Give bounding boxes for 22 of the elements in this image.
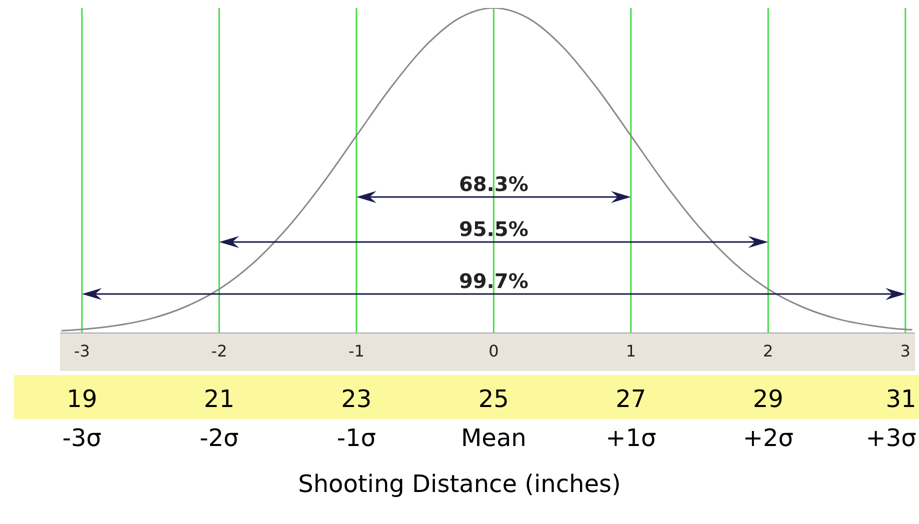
x-axis-title: Shooting Distance (inches) [297,470,622,498]
x2-tick-label: 31 [886,385,916,413]
x-tick-label: 0 [488,341,499,360]
x2-tick-label: 19 [66,385,98,413]
x-tick-label: 1 [626,341,636,360]
x-tick-label: -1 [348,341,364,360]
x2-tick-label: 27 [616,385,646,413]
text: +1σ [606,424,656,452]
text: +3σ [866,424,916,452]
text: -2σ [200,424,239,452]
text: -3σ [62,424,102,452]
x2-tick-label: 23 [341,385,372,413]
x-tick-label: 2 [763,341,774,360]
text: -1σ [336,424,376,452]
x-tick-label: -3 [74,341,90,360]
text: +2σ [742,424,794,452]
x2-tick-label: 29 [752,385,784,413]
x-tick-label: -2 [211,341,228,360]
text: Mean [460,424,526,452]
x2-tick-label: 21 [204,385,234,413]
x-tick-label: 3 [900,341,910,360]
x2-tick-label: 25 [478,385,509,413]
